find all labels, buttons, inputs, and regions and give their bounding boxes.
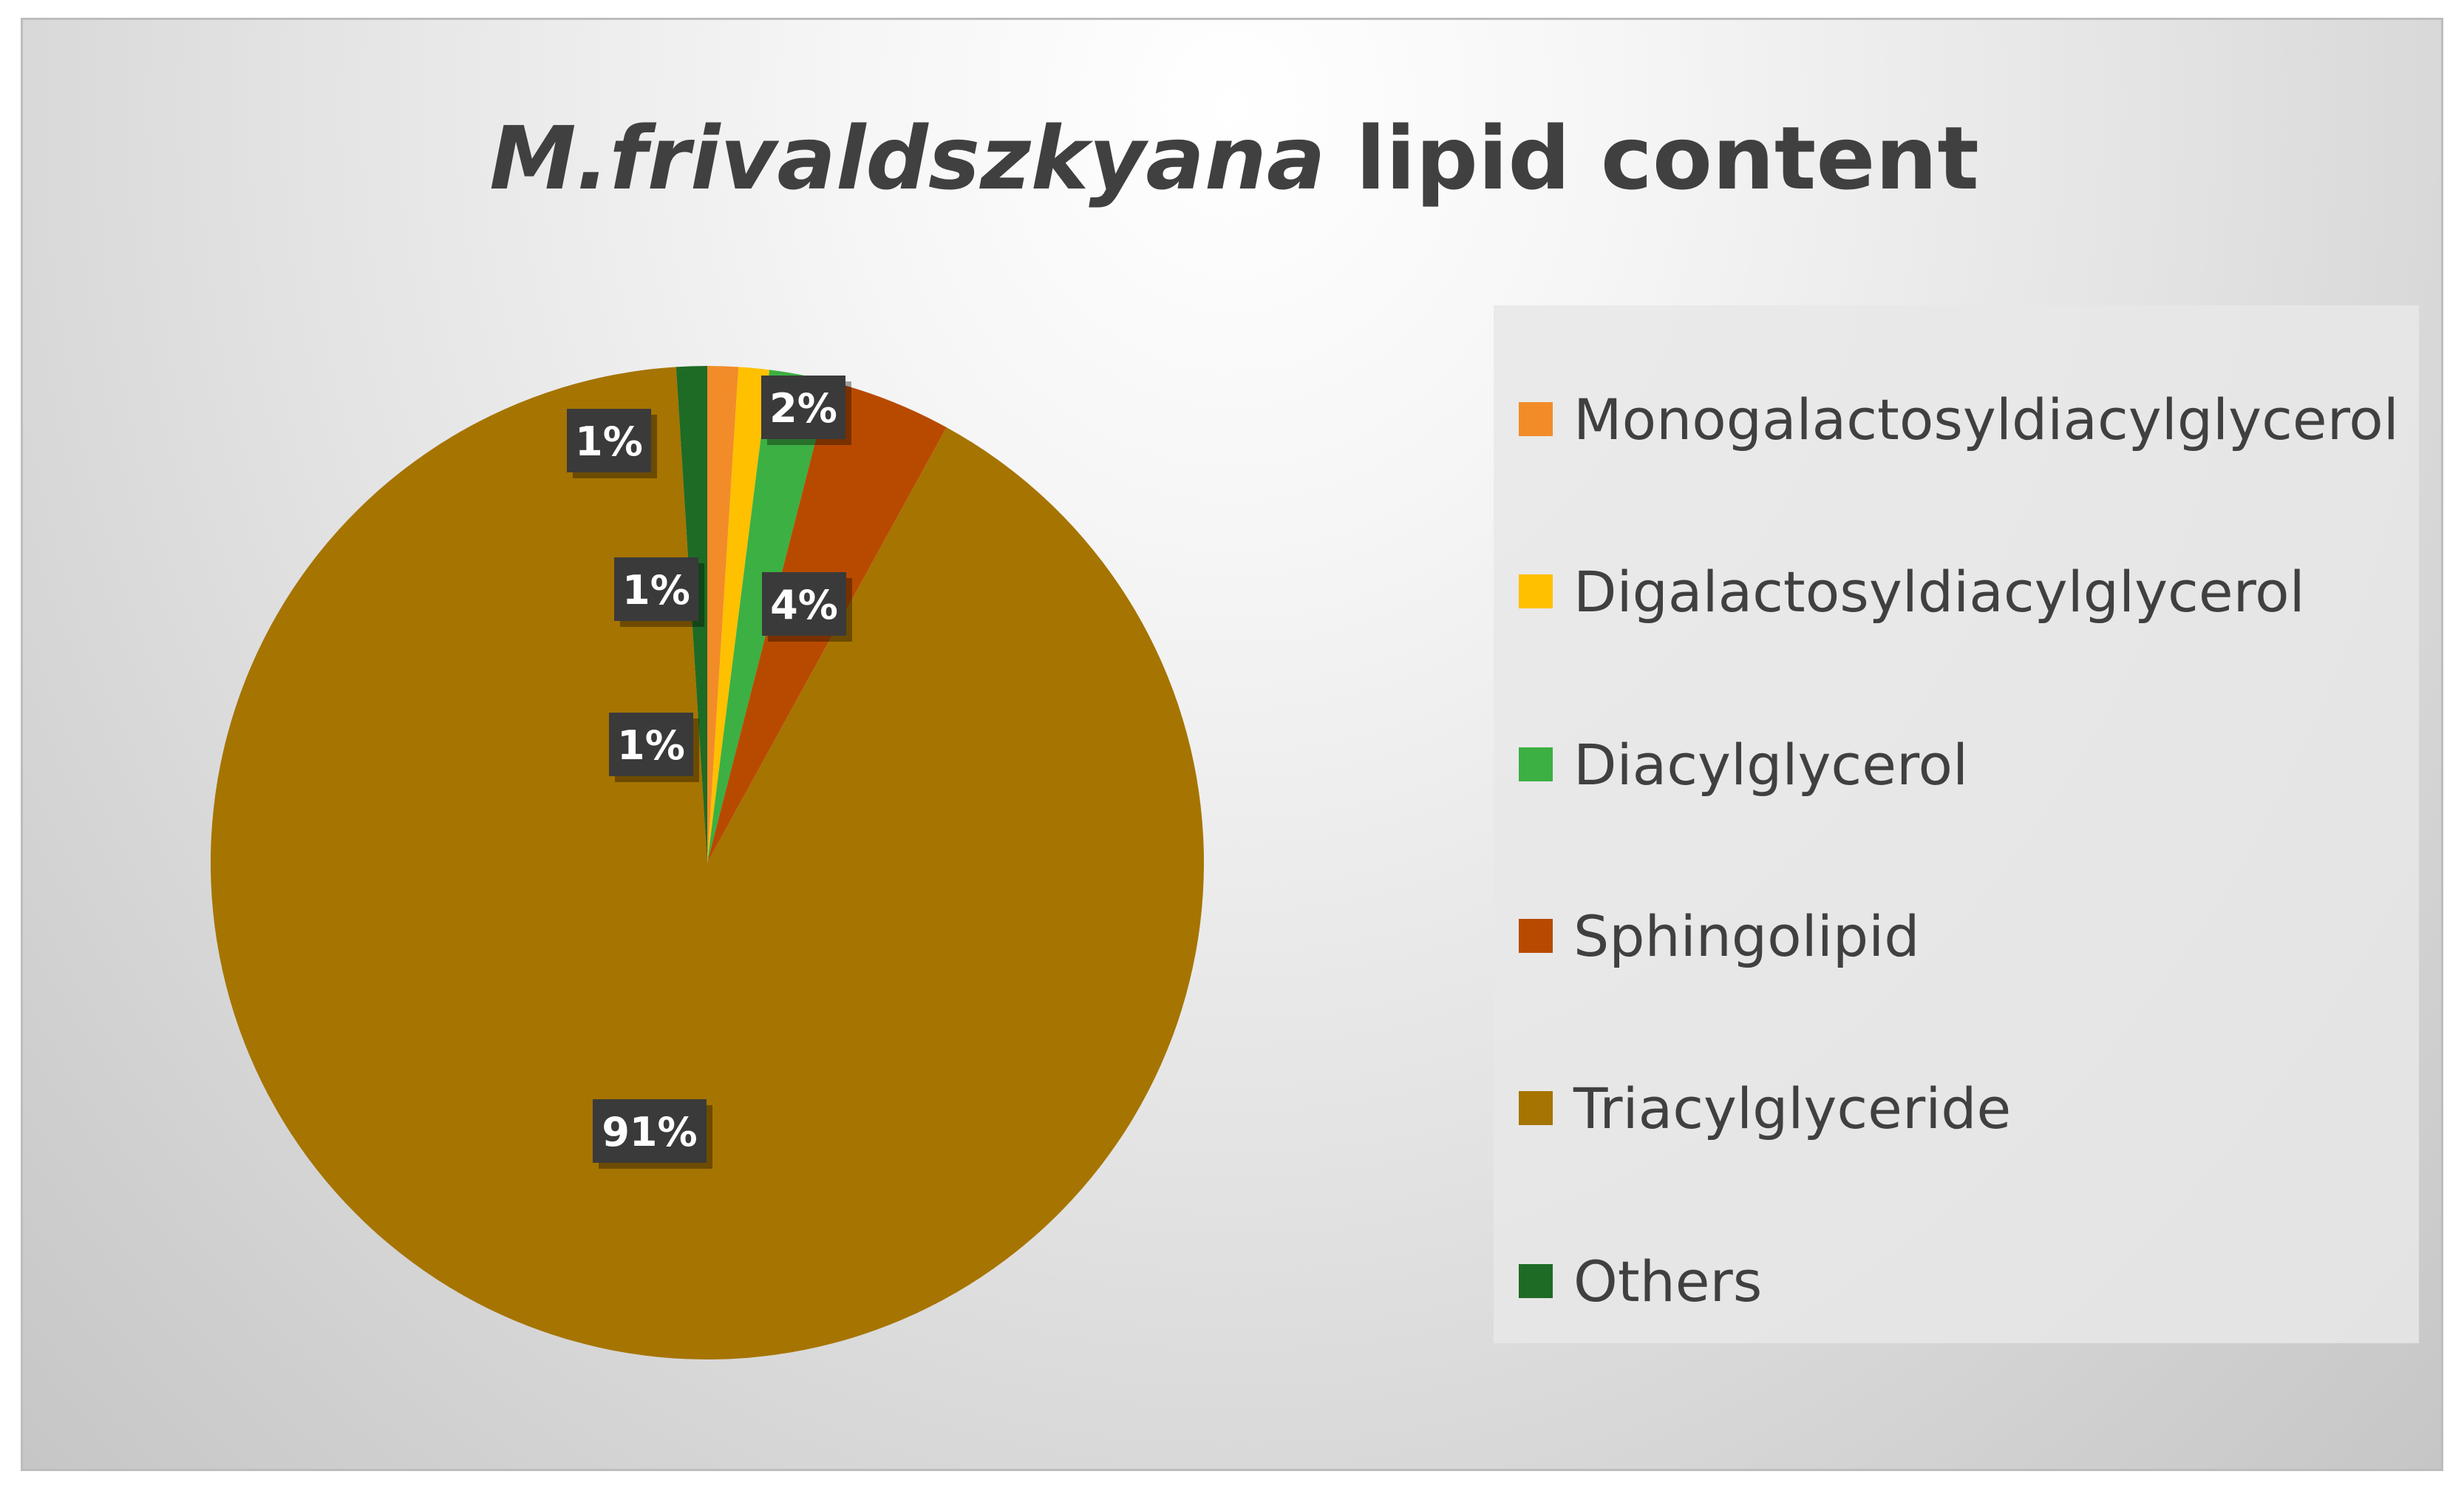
svg-text:1%: 1% bbox=[575, 418, 643, 465]
legend-item-sphingolipid: Sphingolipid bbox=[1519, 899, 1920, 973]
legend-label: Sphingolipid bbox=[1573, 903, 1920, 969]
legend-swatch bbox=[1519, 402, 1553, 436]
legend-label: Digalactosyldiacylglycerol bbox=[1573, 558, 2305, 625]
legend-swatch bbox=[1519, 1091, 1553, 1125]
chart-title-italic: M.frivaldszkyana bbox=[489, 107, 1326, 209]
legend-label: Monogalactosyldiacylglycerol bbox=[1573, 386, 2399, 452]
pie-slice-digalactosyldiacylglycerol bbox=[707, 367, 770, 863]
pie-slice-triacylglyceride bbox=[211, 367, 1205, 1360]
legend-item-others: Others bbox=[1519, 1244, 1762, 1318]
legend-swatch bbox=[1519, 919, 1553, 953]
legend-item-diacylglycerol: Diacylglycerol bbox=[1519, 727, 1968, 801]
data-label-diacylglycerol: 2% bbox=[761, 376, 851, 445]
chart-title: M.frivaldszkyana lipid content bbox=[23, 115, 2446, 202]
legend-item-digalactosyldiacylglycerol: Digalactosyldiacylglycerol bbox=[1519, 554, 2305, 628]
legend-label: Diacylglycerol bbox=[1573, 731, 1969, 798]
legend-swatch bbox=[1519, 747, 1553, 781]
chart-title-rest: lipid content bbox=[1325, 107, 1979, 209]
legend-item-triacylglyceride: Triacylglyceride bbox=[1519, 1071, 2011, 1145]
pie-slice-monogalactosyldiacylglycerol bbox=[707, 366, 739, 863]
data-label-others: 1% bbox=[567, 409, 657, 478]
legend-label: Others bbox=[1573, 1248, 1763, 1314]
data-label-monogalactosyldiacylglycerol: 1% bbox=[609, 713, 699, 782]
svg-text:1%: 1% bbox=[617, 722, 685, 769]
data-label-sphingolipid: 4% bbox=[762, 572, 852, 642]
chart-area: M.frivaldszkyana lipid content 1% 1% 2% 4% 9… bbox=[21, 18, 2443, 1471]
legend: Monogalactosyldiacylglycerol Digalactosy… bbox=[1494, 305, 2419, 1343]
svg-text:4%: 4% bbox=[770, 582, 838, 628]
legend-swatch bbox=[1519, 1264, 1553, 1298]
svg-text:1%: 1% bbox=[622, 567, 690, 614]
legend-label: Triacylglyceride bbox=[1573, 1075, 2012, 1141]
data-label-digalactosyldiacylglycerol: 1% bbox=[614, 557, 704, 627]
legend-swatch bbox=[1519, 574, 1553, 608]
pie-chart: 1% 1% 2% 4% 91% 1% bbox=[211, 366, 1205, 1360]
svg-text:2%: 2% bbox=[769, 385, 837, 432]
legend-item-monogalactosyldiacylglycerol: Monogalactosyldiacylglycerol bbox=[1519, 382, 2399, 456]
svg-text:91%: 91% bbox=[602, 1109, 697, 1155]
data-label-triacylglyceride: 91% bbox=[593, 1099, 712, 1169]
